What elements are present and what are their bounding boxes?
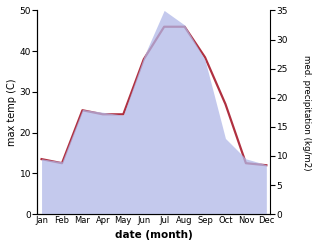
Y-axis label: max temp (C): max temp (C) <box>7 79 17 146</box>
Y-axis label: med. precipitation (kg/m2): med. precipitation (kg/m2) <box>302 55 311 170</box>
X-axis label: date (month): date (month) <box>115 230 193 240</box>
